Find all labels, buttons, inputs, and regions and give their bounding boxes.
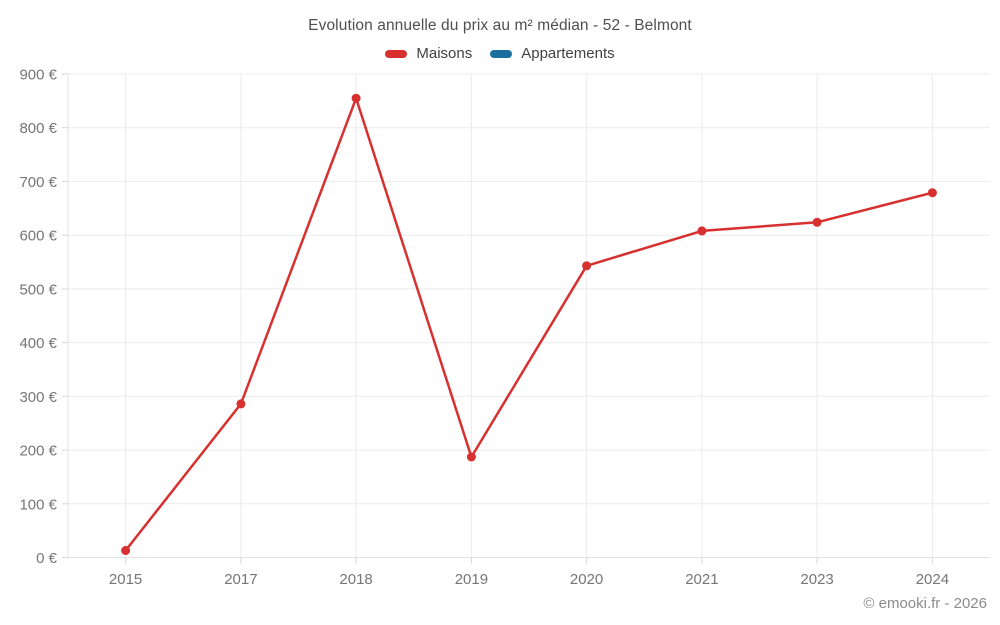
svg-text:2023: 2023 — [800, 571, 833, 588]
chart-legend: Maisons Appartements — [0, 45, 1000, 62]
svg-text:400 €: 400 € — [19, 335, 57, 352]
svg-text:2018: 2018 — [339, 571, 372, 588]
svg-text:300 €: 300 € — [19, 389, 57, 406]
legend-label-maisons: Maisons — [416, 45, 473, 62]
svg-text:600 €: 600 € — [19, 228, 57, 245]
svg-text:2015: 2015 — [109, 571, 142, 588]
svg-text:700 €: 700 € — [19, 174, 57, 191]
appartements-swatch-icon — [490, 49, 513, 58]
svg-text:200 €: 200 € — [19, 443, 57, 460]
svg-text:800 €: 800 € — [19, 120, 57, 137]
svg-text:500 €: 500 € — [19, 281, 57, 298]
svg-text:2017: 2017 — [224, 571, 257, 588]
legend-item-maisons[interactable]: Maisons — [385, 45, 472, 62]
svg-text:2020: 2020 — [570, 571, 603, 588]
chart-title: Evolution annuelle du prix au m² médian … — [308, 17, 692, 34]
svg-text:2021: 2021 — [685, 571, 718, 588]
svg-text:100 €: 100 € — [19, 496, 57, 513]
svg-text:0 €: 0 € — [36, 550, 58, 567]
svg-text:900 €: 900 € — [19, 67, 57, 84]
maisons-swatch-icon — [385, 49, 408, 58]
copyright-credit: © emooki.fr - 2026 — [863, 595, 987, 612]
legend-label-appartements: Appartements — [521, 45, 615, 62]
svg-text:2024: 2024 — [916, 571, 949, 588]
svg-text:2019: 2019 — [455, 571, 488, 588]
legend-item-appartements[interactable]: Appartements — [490, 45, 615, 62]
